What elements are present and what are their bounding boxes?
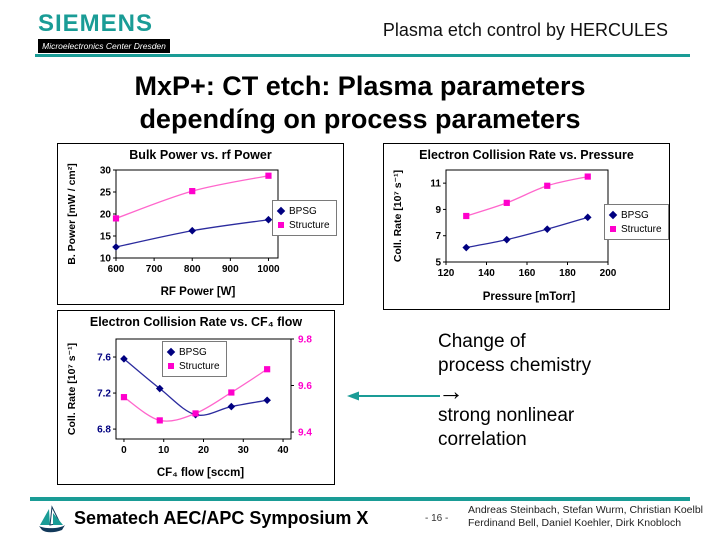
header-divider — [35, 54, 690, 57]
svg-text:11: 11 — [430, 179, 441, 190]
svg-text:600: 600 — [108, 264, 125, 275]
legend-item: BPSG — [608, 208, 662, 222]
chart-title: Electron Collision Rate vs. CF₄ flow — [89, 315, 303, 329]
legend-label: BPSG — [179, 346, 207, 358]
authors-line2: Ferdinand Bell, Daniel Koehler, Dirk Kno… — [468, 516, 682, 529]
svg-text:30: 30 — [100, 166, 112, 177]
svg-text:6.8: 6.8 — [97, 425, 111, 436]
svg-text:10: 10 — [100, 254, 112, 265]
svg-text:9.6: 9.6 — [298, 381, 312, 392]
legend-label: Structure — [289, 219, 330, 231]
x-axis-label: Pressure [mTorr] — [482, 291, 576, 303]
chart-legend: BPSG Structure — [604, 204, 669, 240]
svg-text:9.4: 9.4 — [298, 428, 312, 439]
svg-text:7: 7 — [435, 231, 441, 242]
svg-text:700: 700 — [146, 264, 163, 275]
legend-item: BPSG — [166, 345, 220, 359]
svg-text:120: 120 — [438, 268, 455, 279]
svg-text:7.2: 7.2 — [97, 389, 111, 400]
svg-text:10: 10 — [158, 445, 170, 456]
chart-bulk-power-vs-rf-power: Bulk Power vs. rf Power B. Power [mW / c… — [57, 143, 344, 305]
square-marker-icon — [168, 363, 174, 369]
note-text: Change of process chemistry → strong non… — [438, 330, 658, 452]
svg-text:0: 0 — [121, 445, 127, 456]
svg-text:160: 160 — [519, 268, 536, 279]
svg-text:180: 180 — [559, 268, 576, 279]
svg-text:40: 40 — [277, 445, 289, 456]
chart-collision-rate-vs-pressure: Electron Collision Rate vs. Pressure Col… — [383, 143, 670, 310]
svg-text:9.8: 9.8 — [298, 335, 312, 346]
legend-label: BPSG — [289, 205, 317, 217]
note-line3: strong nonlinear — [438, 405, 575, 426]
siemens-logo: SIEMENS — [38, 10, 154, 37]
authors: Andreas Steinbach, Stefan Wurm, Christia… — [468, 504, 703, 529]
x-axis-label: CF₄ flow [sccm] — [156, 467, 245, 479]
note-line1: Change of — [438, 331, 526, 352]
plot-area: 120 140 160 180 200 5 7 9 11 — [430, 169, 617, 279]
svg-text:900: 900 — [222, 264, 239, 275]
ship-logo-icon — [39, 505, 65, 533]
legend-label: Structure — [179, 360, 220, 372]
arrow-right-icon: → — [438, 376, 464, 406]
x-axis-label: RF Power [W] — [160, 286, 236, 298]
page-number: - 16 - — [425, 513, 449, 524]
note-line2: process chemistry — [438, 355, 592, 376]
svg-text:1000: 1000 — [257, 264, 280, 275]
chart-legend: BPSG Structure — [272, 200, 337, 236]
plot-area: 600 700 800 900 1000 10 15 20 25 30 — [100, 166, 280, 276]
authors-line1: Andreas Steinbach, Stefan Wurm, Christia… — [468, 504, 704, 516]
page-title-line2: dependíng on process parameters — [139, 104, 581, 134]
svg-text:20: 20 — [100, 210, 112, 221]
legend-label: Structure — [621, 223, 662, 235]
chart-title: Bulk Power vs. rf Power — [129, 148, 272, 162]
diamond-marker-icon — [608, 210, 618, 220]
diamond-marker-icon — [166, 347, 176, 357]
chart-legend: BPSG Structure — [162, 341, 227, 377]
legend-item: Structure — [610, 222, 662, 236]
svg-text:25: 25 — [100, 188, 112, 199]
footer-divider — [30, 497, 690, 501]
svg-text:9: 9 — [435, 205, 441, 216]
svg-text:140: 140 — [478, 268, 495, 279]
square-marker-icon — [610, 226, 616, 232]
page-title-line1: MxP+: CT etch: Plasma parameters — [134, 71, 586, 101]
svg-text:5: 5 — [435, 258, 441, 269]
legend-item: BPSG — [276, 204, 330, 218]
legend-item: Structure — [168, 359, 220, 373]
diamond-marker-icon — [276, 206, 286, 216]
arrow-left-icon — [347, 391, 440, 401]
legend-item: Structure — [278, 218, 330, 232]
chart-collision-rate-vs-cf4-flow: Electron Collision Rate vs. CF₄ flow Col… — [57, 310, 335, 485]
svg-text:15: 15 — [100, 232, 112, 243]
svg-text:30: 30 — [238, 445, 250, 456]
siemens-logo-subtitle: Microelectronics Center Dresden — [38, 39, 170, 53]
page-title: MxP+: CT etch: Plasma parameters dependí… — [0, 70, 720, 136]
chart-title: Electron Collision Rate vs. Pressure — [419, 148, 634, 162]
svg-text:800: 800 — [184, 264, 201, 275]
svg-text:20: 20 — [198, 445, 210, 456]
svg-text:7.6: 7.6 — [97, 353, 111, 364]
note-line4: correlation — [438, 429, 527, 450]
square-marker-icon — [278, 222, 284, 228]
project-title: Plasma etch control by HERCULES — [382, 20, 668, 40]
svg-text:200: 200 — [600, 268, 617, 279]
conference-title: Sematech AEC/APC Symposium X — [74, 508, 369, 528]
legend-label: BPSG — [621, 209, 649, 221]
